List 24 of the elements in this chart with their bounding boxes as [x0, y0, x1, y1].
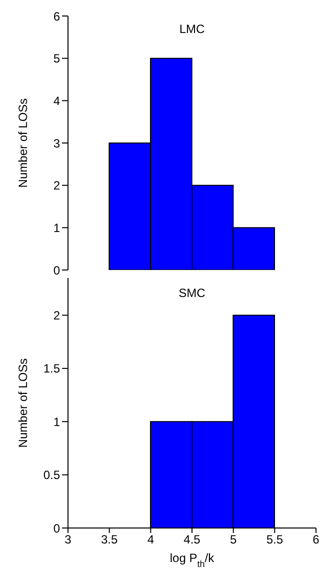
y-tick-label: 2: [53, 308, 60, 322]
x-tick-label: 4: [147, 532, 154, 547]
x-tick-label: 5: [230, 532, 237, 547]
x-tick-label: 6: [312, 532, 320, 547]
x-axis-title: log P$_{th}$/k: [170, 551, 216, 569]
x-tick-label: 3.5: [100, 532, 118, 547]
text: LMC: [178, 22, 206, 36]
x-tick-label: 4.5: [184, 532, 201, 547]
y-tick-label: 5: [53, 52, 60, 66]
y-tick-label: 3: [53, 136, 60, 150]
y-tick-label: 1: [53, 220, 60, 235]
text: SMC: [178, 286, 206, 300]
y-tick-label: 6: [53, 9, 60, 24]
x-tick-label: 3: [64, 532, 72, 547]
x-tick-label: 5.5: [266, 532, 284, 547]
y-axis-title: Number of LOSs: [16, 358, 30, 448]
y-tick-label: 2: [53, 178, 60, 193]
y-tick-label: 0: [53, 521, 60, 536]
y-tick-label: 4: [53, 94, 60, 108]
y-tick-label: 1: [53, 414, 60, 429]
y-tick-label: 0.5: [43, 468, 60, 482]
y-axis-title: Number of LOSs: [16, 98, 30, 188]
y-tick-label: 0: [53, 263, 60, 278]
y-tick-label: 1.5: [43, 362, 60, 376]
